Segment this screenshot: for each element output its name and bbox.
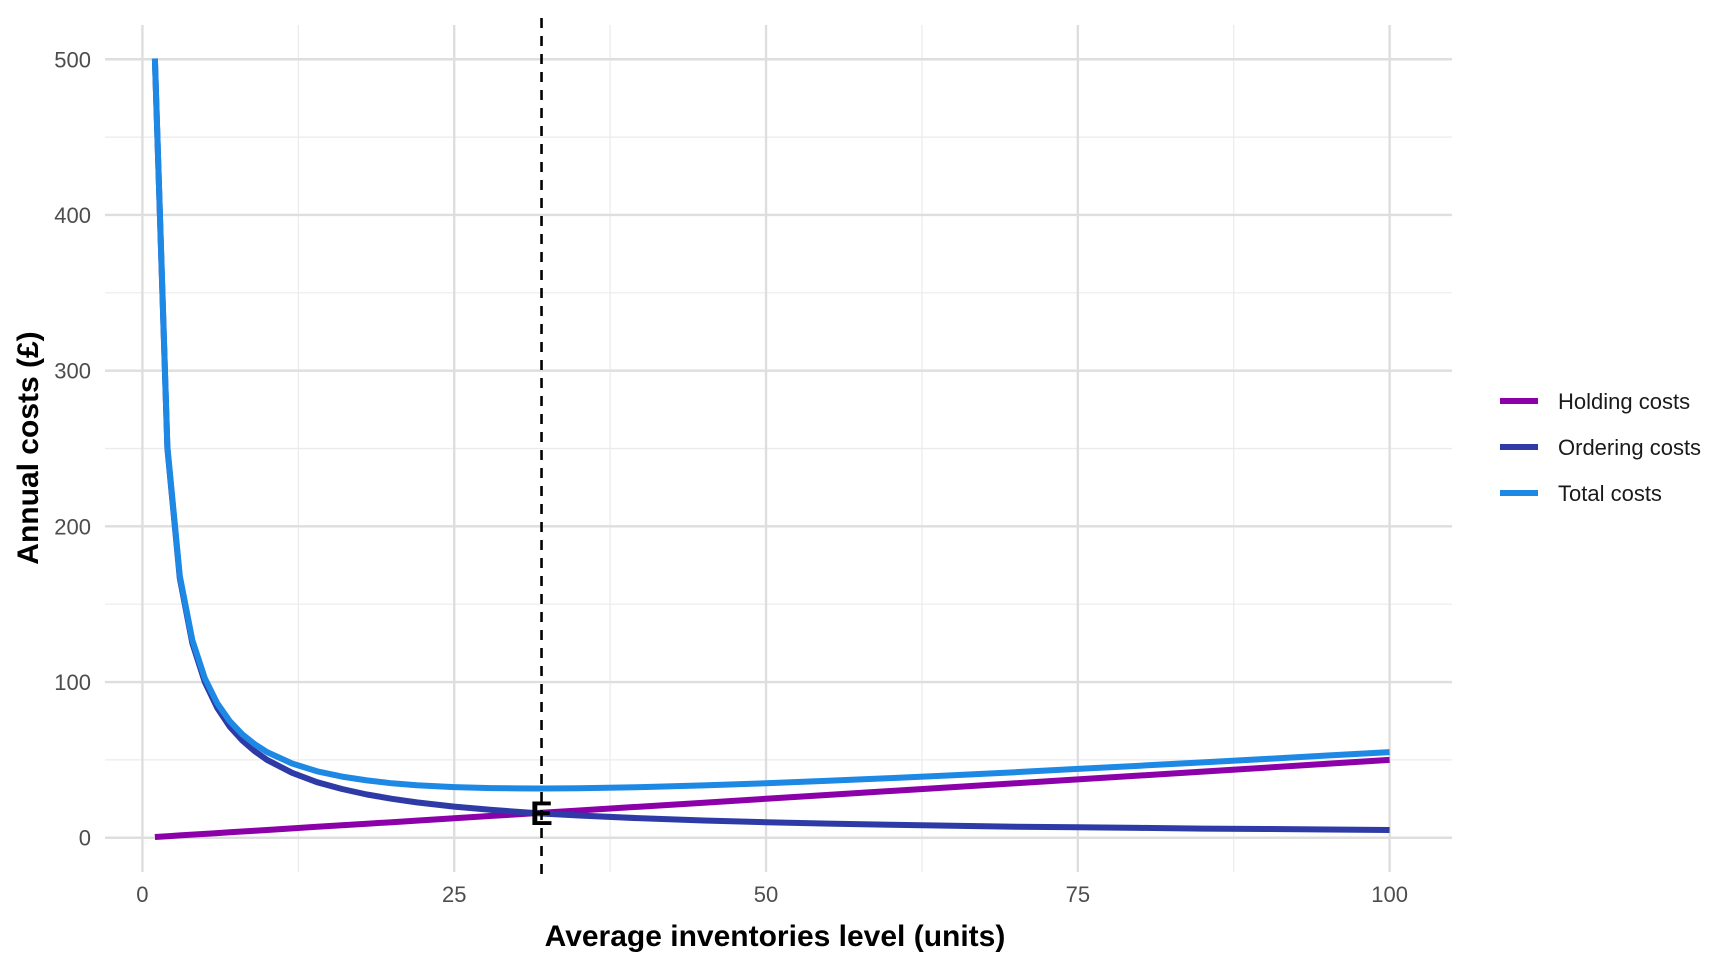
legend-label-ordering-costs: Ordering costs [1558,435,1701,460]
y-tick-label: 400 [54,203,91,228]
x-tick-label: 100 [1371,882,1408,907]
equilibrium-annotation-label: E [530,795,553,833]
y-tick-label: 0 [79,826,91,851]
grid-lines [105,25,1452,872]
x-tick-label: 50 [754,882,778,907]
y-tick-label: 100 [54,670,91,695]
y-tick-label: 500 [54,47,91,72]
x-tick-label: 75 [1066,882,1090,907]
x-tick-label: 0 [136,882,148,907]
annotation-group: E [530,795,553,833]
ordering-costs-line [151,59,1390,833]
series-lines [151,58,1390,840]
y-tick-label: 300 [54,359,91,384]
y-axis-title: Annual costs (£) [12,331,45,564]
total-costs-line [151,58,1390,792]
x-tick-label: 25 [442,882,466,907]
y-tick-label: 200 [54,514,91,539]
x-axis-title: Average inventories level (units) [545,920,1006,953]
legend: Holding costs Ordering costs Total costs [1500,389,1701,506]
y-axis-tick-labels: 0 100 200 300 400 500 [54,47,91,850]
holding-costs-line [154,756,1390,840]
x-axis-tick-labels: 0 25 50 75 100 [136,882,1408,907]
legend-label-total-costs: Total costs [1558,481,1662,506]
legend-label-holding-costs: Holding costs [1558,389,1690,414]
